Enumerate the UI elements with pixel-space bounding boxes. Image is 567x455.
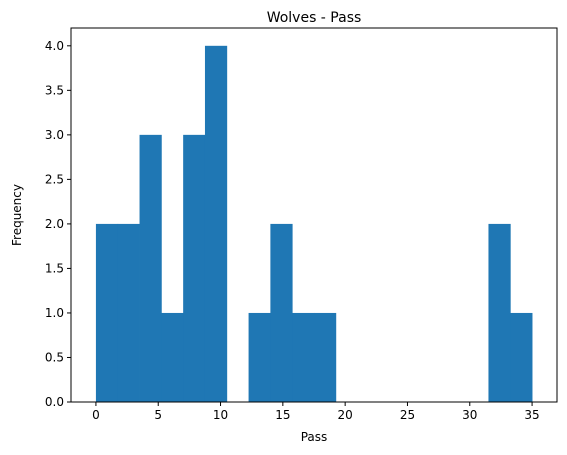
bars-group — [95, 45, 533, 403]
x-tick-label: 25 — [400, 408, 415, 422]
x-tick-label: 0 — [92, 408, 100, 422]
plot-frame — [70, 27, 558, 403]
y-axis-label: Frequency — [10, 184, 24, 246]
x-tick-label: 30 — [462, 408, 477, 422]
histogram-bar — [204, 45, 228, 403]
x-tick-label: 20 — [338, 408, 353, 422]
y-tick-label: 0.5 — [45, 350, 64, 364]
y-tick-label: 3.0 — [45, 128, 64, 142]
histogram-bar — [183, 134, 206, 402]
y-tick-label: 2.0 — [45, 217, 64, 231]
x-tick-label: 35 — [524, 408, 539, 422]
x-tick-label: 15 — [275, 408, 290, 422]
histogram-bar — [161, 312, 184, 402]
x-tick-label: 10 — [213, 408, 228, 422]
y-tick-label: 1.0 — [45, 306, 64, 320]
histogram-bar — [248, 312, 271, 402]
y-tick-label: 2.5 — [45, 172, 64, 186]
y-tick-label: 4.0 — [45, 39, 64, 53]
y-axis-ticks: 0.0 0.5 1.0 1.5 2.0 2.5 3.0 3.5 4.0 — [45, 39, 71, 409]
chart-title: Wolves - Pass — [267, 10, 362, 26]
y-tick-label: 3.5 — [45, 83, 64, 97]
x-axis-ticks: 0 5 10 15 20 25 30 35 — [92, 402, 540, 422]
histogram-bar — [117, 223, 140, 402]
histogram-bar — [270, 223, 293, 402]
histogram-bar — [510, 312, 533, 402]
histogram-bar — [139, 134, 162, 402]
y-tick-label: 1.5 — [45, 261, 64, 275]
histogram-bar — [488, 223, 511, 402]
x-tick-label: 5 — [154, 408, 162, 422]
x-axis-label: Pass — [301, 430, 328, 444]
histogram-bar — [314, 312, 337, 402]
histogram-bar — [292, 312, 315, 402]
histogram-bar — [95, 223, 119, 402]
y-tick-label: 0.0 — [45, 395, 64, 409]
